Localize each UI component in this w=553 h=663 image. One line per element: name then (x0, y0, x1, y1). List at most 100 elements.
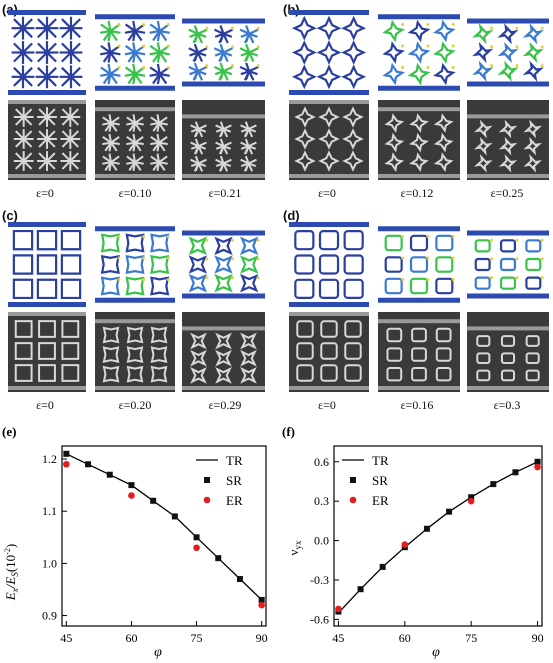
point-SR (193, 534, 200, 541)
point-ER (63, 460, 70, 468)
sim-d-2 (467, 230, 549, 299)
chart-e-label: (e) (2, 424, 16, 439)
strain-label-b-2: ε=0.25 (490, 186, 524, 200)
point-ER (335, 605, 342, 613)
point-SR (423, 525, 430, 532)
x-tick-label: 45 (332, 631, 344, 645)
strain-label-c-2: ε=0.29 (208, 398, 242, 412)
point-ER (401, 541, 409, 548)
y-tick-label: 0.3 (314, 494, 329, 508)
point-SR (468, 494, 475, 501)
series-line-TR (66, 453, 263, 601)
sim-d-1 (378, 226, 460, 303)
photo-a-1 (95, 100, 175, 180)
legend-label-TR: TR (372, 453, 389, 468)
sim-b-0 (289, 10, 369, 95)
point-SR (63, 450, 70, 457)
point-SR (490, 481, 497, 488)
point-ER (534, 463, 541, 471)
x-tick-label: 90 (532, 631, 544, 645)
point-SR (150, 497, 157, 504)
x-tick-label: 60 (399, 631, 411, 645)
legend-label-SR: SR (226, 473, 242, 488)
legend-label-ER: ER (226, 493, 243, 508)
point-SR (446, 508, 453, 515)
point-SR (215, 555, 222, 562)
strain-label-b-1: ε=0.12 (400, 186, 434, 200)
sim-c-0 (8, 222, 86, 307)
legend-label-SR: SR (372, 473, 388, 488)
photo-c-2 (182, 312, 265, 392)
chart-e-xlabel: φ (154, 645, 162, 660)
strain-label-d-0: ε=0 (318, 398, 336, 412)
point-ER (258, 601, 265, 609)
chart-f-ylabel: νyx (286, 540, 303, 555)
sim-a-2 (182, 18, 265, 87)
sim-b-2 (467, 18, 549, 87)
point-SR (171, 513, 178, 520)
y-tick-label: 0.6 (314, 455, 329, 469)
chart-f-xlabel: φ (432, 645, 440, 660)
x-tick-label: 60 (125, 631, 137, 645)
y-tick-label: 1.1 (42, 504, 57, 518)
legend-symbol-SR (350, 477, 356, 483)
strain-label-d-2: ε=0.3 (493, 398, 521, 412)
strain-label-a-0: ε=0 (36, 186, 54, 200)
sim-d-0 (289, 222, 369, 307)
photo-c-1 (95, 312, 175, 392)
y-tick-label: 0.0 (314, 534, 329, 548)
sim-a-0 (8, 10, 86, 95)
y-tick-label: 1.2 (42, 452, 57, 466)
chart-e-ylabel: Ex/ES(10-2) (3, 544, 20, 601)
panel-label-c: (c) (2, 208, 18, 223)
point-SR (379, 563, 386, 570)
point-SR (258, 596, 265, 603)
photo-b-2 (467, 100, 549, 180)
photo-b-1 (378, 100, 460, 180)
plot-frame (333, 445, 543, 627)
strain-label-a-2: ε=0.21 (208, 186, 242, 200)
x-tick-label: 90 (256, 631, 268, 645)
point-SR (85, 461, 92, 468)
strain-label-b-0: ε=0 (318, 186, 336, 200)
x-tick-label: 45 (60, 631, 72, 645)
point-SR (357, 586, 364, 593)
photo-a-2 (182, 100, 265, 180)
chart-f: (f) νyx φ 45 60 75 90 -0.6 -0.3 0.0 0.3 0.6 TR SR E… (282, 424, 544, 660)
photo-c-0 (8, 312, 86, 392)
legend-symbol-ER (203, 496, 211, 504)
y-tick-label: -0.3 (310, 573, 329, 587)
chart-e: (e) Ex/ES(10-2) φ 45 60 75 90 0.9 1.0 1.1 1.2 TR… (2, 424, 268, 660)
legend-symbol-ER (349, 496, 357, 504)
strain-label-a-1: ε=0.10 (118, 186, 152, 200)
legend-symbol-SR (204, 477, 210, 483)
strain-label-c-0: ε=0 (36, 398, 54, 412)
point-SR (128, 482, 135, 489)
point-SR (512, 469, 519, 476)
photo-a-0 (8, 100, 86, 180)
photo-d-0 (289, 312, 369, 392)
point-ER (193, 544, 200, 552)
strain-label-c-1: ε=0.20 (118, 398, 152, 412)
sim-c-2 (182, 230, 265, 299)
x-tick-label: 75 (191, 631, 203, 645)
point-ER (128, 492, 135, 499)
y-tick-label: 1.0 (42, 556, 57, 570)
legend-label-ER: ER (372, 493, 389, 508)
photo-d-2 (467, 312, 549, 392)
legend-label-TR: TR (226, 453, 243, 468)
series-line-TR (337, 461, 538, 614)
panel-label-d: (d) (283, 208, 300, 223)
point-ER (467, 497, 475, 505)
point-SR (106, 471, 113, 478)
y-tick-label: 0.9 (42, 609, 57, 623)
point-SR (534, 458, 541, 465)
y-tick-label: -0.6 (310, 612, 329, 626)
sim-a-1 (95, 14, 175, 91)
sim-b-1 (378, 14, 460, 91)
plot-frame (61, 445, 267, 627)
x-tick-label: 75 (465, 631, 477, 645)
photo-b-0 (289, 100, 369, 180)
sim-c-1 (95, 226, 175, 303)
strain-label-d-1: ε=0.16 (400, 398, 434, 412)
